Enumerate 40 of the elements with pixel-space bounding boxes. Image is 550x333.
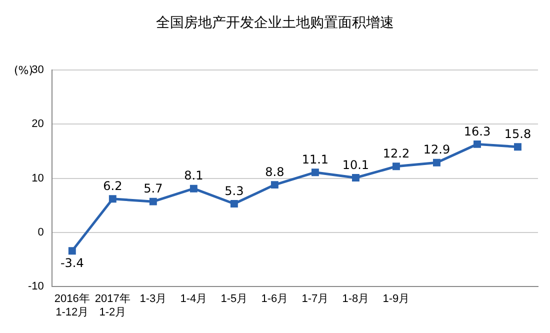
x-tick-label: 1-9月	[382, 293, 410, 306]
point	[392, 162, 400, 170]
x-tick-label: 1-8月	[342, 293, 370, 306]
point	[230, 200, 238, 208]
data-label: 5.7	[144, 182, 163, 196]
data-label: 8.1	[184, 168, 204, 183]
point	[68, 247, 76, 255]
data-label: -3.4	[60, 256, 84, 270]
point	[311, 168, 319, 176]
x-tick-label: 1-6月	[261, 293, 288, 306]
y-tick-label: 10	[32, 172, 44, 184]
data-label: 6.2	[103, 179, 122, 193]
data-label: 11.1	[302, 152, 329, 166]
y-tick-label: 0	[38, 226, 44, 238]
point	[474, 140, 481, 148]
point	[149, 198, 157, 206]
data-label: 16.3	[464, 124, 491, 138]
y-tick-label: 20	[32, 118, 44, 130]
point	[514, 143, 522, 151]
point	[108, 195, 116, 203]
data-label: 12.9	[423, 142, 450, 157]
y-tick-label: 30	[32, 64, 44, 76]
chart-title: 全国房地产开发企业土地购置面积增速	[155, 14, 395, 32]
point	[352, 174, 360, 182]
data-label: 8.8	[265, 164, 284, 179]
y-axis-title: (%)	[14, 64, 34, 77]
point	[433, 158, 440, 166]
point	[270, 181, 278, 189]
data-label: 12.2	[382, 146, 410, 161]
x-tick-label: 1-4月	[180, 293, 208, 306]
x-tick-label: 1-3月	[140, 293, 167, 306]
data-label: 15.8	[504, 127, 532, 142]
x-tick-label: 1-7月	[302, 293, 329, 306]
x-tick-label: 2016年 1-12月	[54, 293, 90, 318]
x-tick-label: 1-5月	[220, 293, 248, 306]
x-tick-label: 2017年 1-2月	[94, 293, 130, 318]
point	[190, 184, 198, 192]
data-label: 10.1	[342, 158, 370, 172]
data-label: 5.3	[224, 184, 244, 198]
y-tick-label: -10	[28, 280, 44, 293]
